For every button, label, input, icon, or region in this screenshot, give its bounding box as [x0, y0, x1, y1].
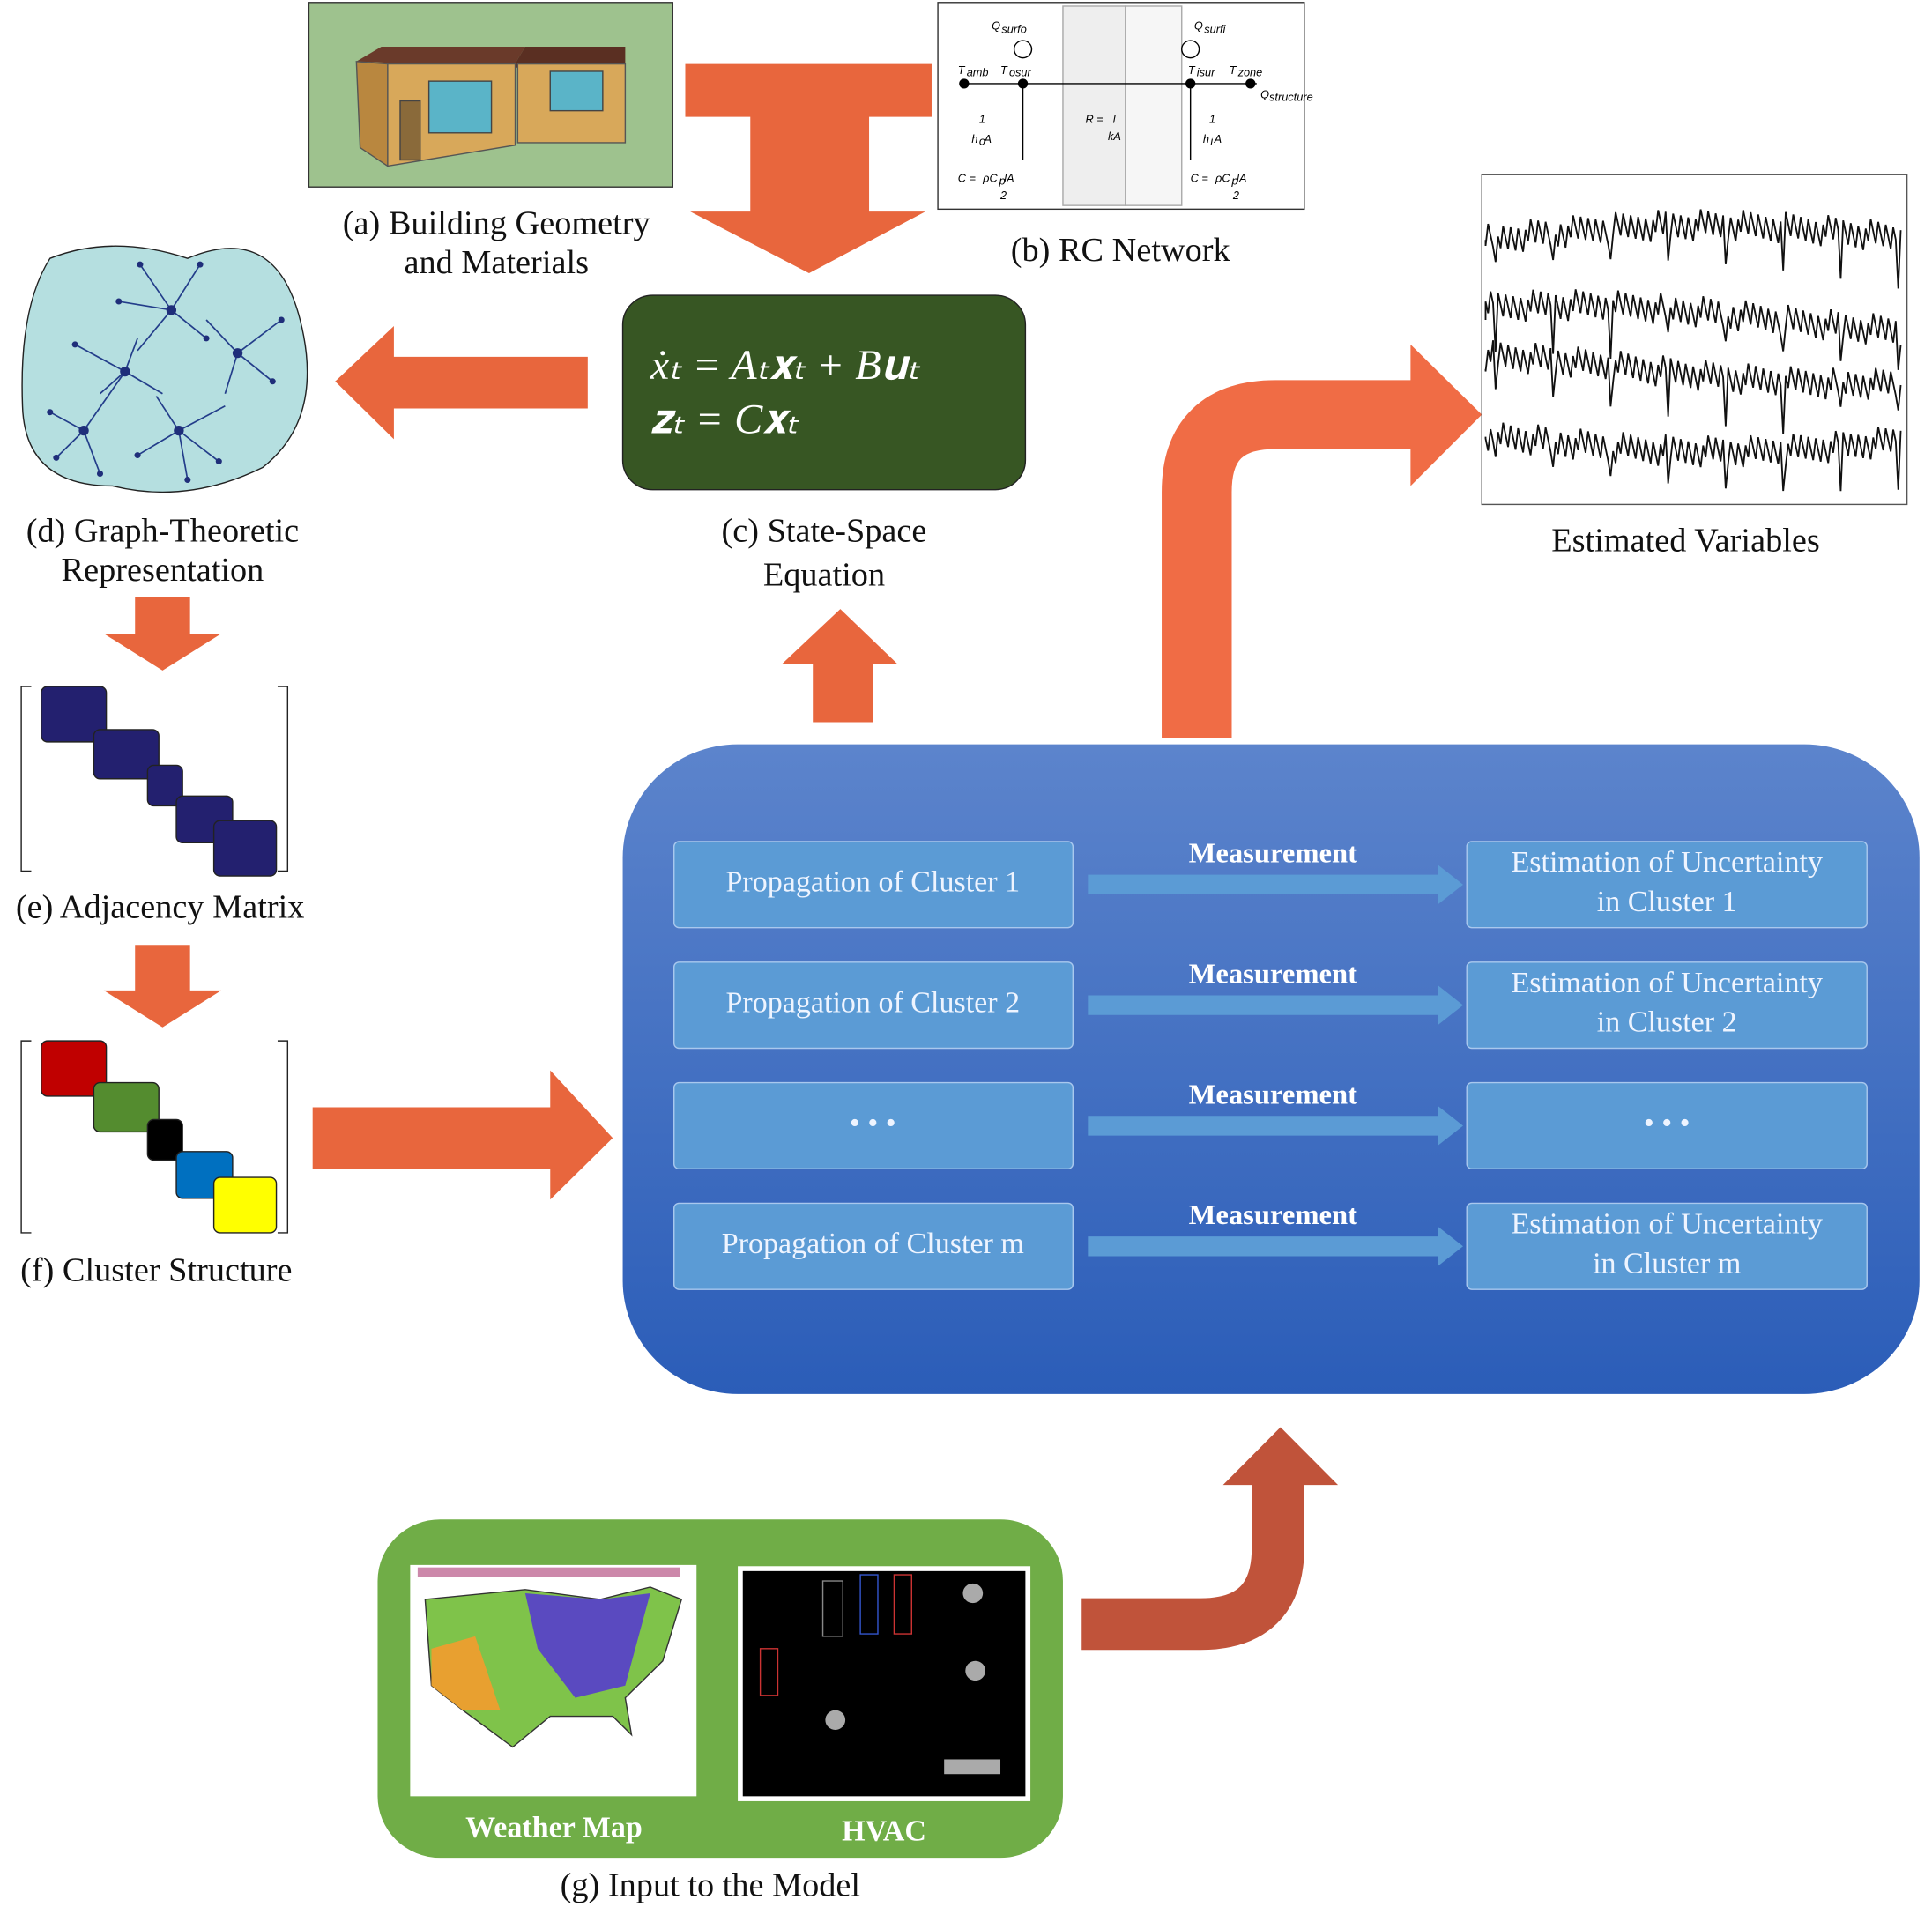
- estimation-box: [1466, 961, 1868, 1050]
- equation-box: [621, 294, 1027, 491]
- rc-label: ρC: [982, 173, 998, 185]
- rc-label: l: [1113, 114, 1117, 126]
- measurement-arrow: [1088, 1226, 1463, 1266]
- rc-label: R =: [1085, 114, 1103, 126]
- rc-label: C =: [1191, 173, 1208, 185]
- rc-label: lA: [1004, 173, 1014, 185]
- rc-label: A: [984, 133, 992, 145]
- caption: (f) Cluster Structure: [20, 1252, 292, 1289]
- estimation-text: Estimation of Uncertainty: [1511, 1208, 1823, 1241]
- building-image: [308, 2, 674, 188]
- rc-label: 1: [979, 114, 985, 126]
- graph-image: [21, 245, 308, 493]
- rc-label: amb: [967, 67, 989, 79]
- propagation-box: [673, 1081, 1074, 1170]
- estimation-text: in Cluster m: [1593, 1248, 1741, 1280]
- rc-label: surfi: [1204, 24, 1226, 36]
- measurement-arrow: [1088, 985, 1463, 1025]
- rc-label: o: [979, 136, 985, 148]
- estimated-plot: [1481, 174, 1908, 506]
- rc-label: osur: [1009, 67, 1032, 79]
- rc-label: lA: [1237, 173, 1246, 185]
- propagation-box: [673, 961, 1074, 1050]
- rc-label: Q: [992, 20, 1000, 33]
- rc-label: C =: [958, 173, 976, 185]
- estimation-text: in Cluster 1: [1597, 886, 1737, 918]
- rc-image: [937, 2, 1305, 211]
- caption: (g) Input to the Model: [561, 1867, 860, 1904]
- rc-label: 2: [999, 189, 1007, 202]
- rc-label: structure: [1269, 92, 1313, 104]
- caption: (e) Adjacency Matrix: [16, 889, 305, 926]
- caption: Representation: [62, 552, 264, 589]
- propagation-text: Propagation of Cluster 1: [725, 866, 1020, 899]
- propagation-box: [673, 1202, 1074, 1290]
- estimation-text: Estimation of Uncertainty: [1511, 846, 1823, 879]
- propagation-text: • • •: [850, 1107, 896, 1139]
- caption: (a) Building Geometry: [343, 205, 650, 242]
- estimation-text: Estimation of Uncertainty: [1511, 967, 1823, 999]
- estimation-text: in Cluster 2: [1597, 1006, 1737, 1039]
- caption: Estimated Variables: [1551, 523, 1820, 560]
- estimation-text: • • •: [1644, 1107, 1690, 1139]
- rc-label: isur: [1197, 67, 1215, 79]
- propagation-text: Propagation of Cluster 2: [725, 987, 1020, 1020]
- caption: and Materials: [404, 244, 589, 281]
- measurement-label: Measurement: [1189, 838, 1358, 870]
- rc-label: surfo: [1001, 24, 1026, 36]
- estimation-box: [1466, 841, 1868, 929]
- rc-label: zone: [1237, 67, 1263, 79]
- rc-label: Q: [1260, 89, 1269, 101]
- rc-label: h: [971, 133, 977, 145]
- arrows: [103, 63, 1482, 1651]
- input-label: HVAC: [842, 1815, 926, 1848]
- rc-label: T: [1000, 64, 1008, 77]
- rc-label: A: [1214, 133, 1222, 145]
- caption: (d) Graph-Theoretic: [26, 513, 299, 550]
- caption: Equation: [763, 557, 885, 594]
- weather-map-image: [410, 1564, 697, 1797]
- measurement-label: Measurement: [1189, 959, 1358, 991]
- rc-label: 2: [1232, 189, 1239, 202]
- rc-label: T: [958, 64, 966, 77]
- caption: (b) RC Network: [1011, 232, 1230, 269]
- equation: ẋₜ = Aₜ𝐱ₜ + B𝐮ₜ: [650, 342, 921, 389]
- measurement-label: Measurement: [1189, 1080, 1358, 1111]
- input-label: Weather Map: [465, 1812, 643, 1844]
- rc-label: i: [1210, 136, 1214, 148]
- propagation-box: [673, 841, 1074, 929]
- measurement-label: Measurement: [1189, 1199, 1358, 1231]
- adjacency-image: [20, 686, 289, 877]
- rc-label: 1: [1209, 114, 1215, 126]
- rc-label: p: [999, 175, 1006, 188]
- caption: (c) State-Space: [722, 513, 927, 550]
- rc-label: T: [1188, 64, 1196, 77]
- rc-label: T: [1230, 64, 1237, 77]
- estimation-box: [1466, 1202, 1868, 1290]
- measurement-arrow: [1088, 864, 1463, 905]
- rc-label: kA: [1108, 130, 1121, 143]
- rc-label: ρC: [1215, 173, 1230, 185]
- hvac-image: [738, 1566, 1031, 1801]
- rc-label: Q: [1194, 20, 1203, 33]
- equation: 𝐳ₜ = C𝐱ₜ: [650, 397, 799, 443]
- rc-label: h: [1203, 133, 1209, 145]
- rc-label: p: [1230, 175, 1237, 188]
- cluster-image: [20, 1040, 289, 1234]
- measurement-arrow: [1088, 1106, 1463, 1146]
- propagation-text: Propagation of Cluster m: [722, 1228, 1024, 1260]
- estimation-box: [1466, 1081, 1868, 1170]
